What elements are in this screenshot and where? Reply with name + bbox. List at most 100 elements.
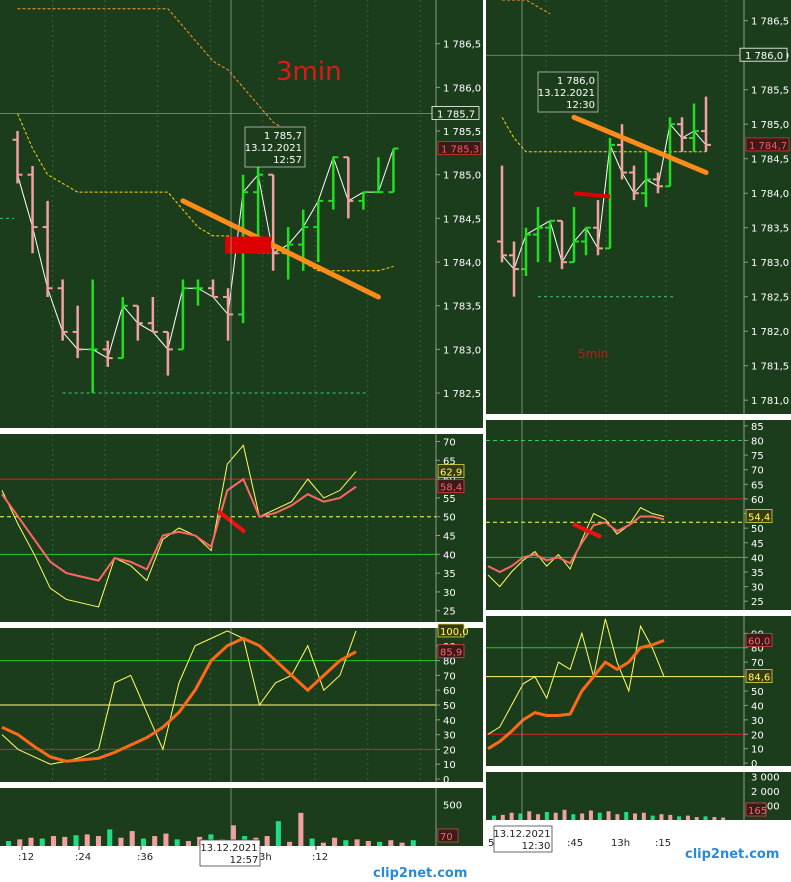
y-tick-label: 70 bbox=[443, 671, 456, 682]
volume-bar bbox=[509, 812, 514, 820]
slow-line bbox=[487, 515, 665, 574]
signal-marker bbox=[572, 522, 602, 539]
volume-bar bbox=[264, 836, 270, 846]
x-tooltip-date: 13.12.2021 bbox=[200, 843, 257, 854]
y-tick-label: 1 786,0 bbox=[443, 83, 481, 94]
volume-bar bbox=[163, 833, 169, 846]
y-tick-label: 25 bbox=[751, 597, 764, 608]
y-tick-label: 45 bbox=[443, 532, 456, 543]
right-rsi-bg bbox=[486, 420, 791, 610]
tooltip-box bbox=[537, 71, 599, 113]
y-tick-label: 0 bbox=[751, 759, 757, 770]
slow-value-box bbox=[745, 633, 773, 647]
volume-bar bbox=[95, 836, 102, 846]
y-tick-label: 80 bbox=[443, 657, 456, 668]
current-price-label: 1 785,3 bbox=[441, 144, 479, 155]
volume-bar bbox=[332, 837, 338, 846]
x-tooltip-box bbox=[493, 825, 553, 853]
volume-bar bbox=[343, 840, 349, 846]
slow-value-label: 58,4 bbox=[440, 483, 462, 494]
volume-bar bbox=[298, 812, 304, 846]
fast-value-box bbox=[437, 623, 465, 638]
x-tooltip-box bbox=[199, 839, 261, 867]
signal-marker bbox=[573, 191, 611, 199]
y-tick-label: 1 782,5 bbox=[751, 293, 789, 304]
right-stoch-bg bbox=[486, 616, 791, 766]
volume-bar bbox=[275, 821, 281, 846]
volume-bar bbox=[641, 812, 646, 820]
fast-value-label: 54,4 bbox=[748, 512, 770, 523]
slow-value-box bbox=[437, 479, 465, 494]
fast-value-box bbox=[745, 509, 773, 523]
watermark: clip2net.com bbox=[685, 847, 779, 862]
left-volume-series: 500 70 bbox=[6, 788, 462, 846]
right-volume-bg bbox=[486, 772, 791, 820]
y-tick-label: 1 783,5 bbox=[751, 224, 789, 235]
fast-value-box bbox=[437, 464, 465, 479]
signal-marker bbox=[216, 509, 247, 534]
left-price-axis: 1 786,5 1 786,0 1 785,5 1 785,0 1 784,5 1 784… bbox=[52, 0, 481, 428]
x-tooltip-time: 12:30 bbox=[522, 841, 551, 852]
x-tooltip-date: 13.12.2021 bbox=[493, 829, 550, 840]
volume-bar bbox=[39, 838, 45, 846]
fast-value-label: 84,6 bbox=[748, 673, 770, 684]
y-tick-label: 10 bbox=[751, 745, 764, 756]
y-tick-label: 65 bbox=[751, 480, 764, 491]
volume-bar bbox=[527, 811, 532, 820]
y-tick-label: 25 bbox=[443, 607, 456, 618]
x-tick-label: :12 bbox=[312, 852, 328, 863]
y-tick-label: 85 bbox=[751, 422, 764, 433]
volume-bar bbox=[492, 815, 496, 820]
lower-band-line bbox=[501, 117, 706, 153]
slow-value-label: 85,9 bbox=[440, 648, 462, 659]
volume-bar bbox=[107, 829, 113, 846]
volume-bar bbox=[553, 812, 558, 820]
volume-bar bbox=[668, 814, 673, 820]
volume-bar bbox=[650, 815, 655, 820]
timeframe-annotation: 5min bbox=[578, 347, 608, 361]
left-rsi-series: 62,9 58,4 bbox=[0, 434, 465, 622]
tooltip-time: 12:30 bbox=[566, 100, 595, 111]
volume-bar bbox=[354, 839, 360, 846]
fast-value-label: 100,0 bbox=[440, 627, 469, 638]
y-tick-label: 65 bbox=[443, 456, 456, 467]
trend-line bbox=[571, 114, 709, 175]
volume-bar bbox=[388, 840, 394, 846]
x-tick-label: :36 bbox=[137, 852, 153, 863]
y-tick-label: 75 bbox=[751, 451, 764, 462]
right-rsi-series: 54,4 bbox=[486, 420, 773, 610]
tooltip-date: 13.12.2021 bbox=[538, 88, 595, 99]
y-tick-label: 70 bbox=[751, 658, 764, 669]
volume-bar bbox=[606, 811, 611, 820]
tooltip-price: 1 785,7 bbox=[264, 131, 302, 142]
volume-bar bbox=[580, 813, 585, 820]
y-tick-label: 1 782,0 bbox=[751, 327, 789, 338]
y-tick-label: 1 784,5 bbox=[751, 155, 789, 166]
x-tick-label: :12 bbox=[18, 852, 34, 863]
signal-marker bbox=[225, 236, 272, 254]
y-tick-label: 2 000 bbox=[751, 787, 780, 798]
y-tick-label: 35 bbox=[751, 568, 764, 579]
volume-bar bbox=[230, 825, 236, 846]
y-tick-label: 55 bbox=[443, 494, 456, 505]
y-tick-label: 500 bbox=[443, 801, 462, 812]
slow-line bbox=[1, 636, 357, 763]
slow-value-box bbox=[437, 644, 465, 659]
tooltip-date: 13.12.2021 bbox=[245, 143, 302, 154]
y-tick-label: 1 785,5 bbox=[751, 86, 789, 97]
volume-bar bbox=[694, 817, 699, 820]
x-tick-label: 5 bbox=[488, 838, 494, 849]
left-volume-bg bbox=[0, 788, 483, 846]
y-tick-label: 30 bbox=[751, 583, 764, 594]
y-tick-label: 60 bbox=[751, 495, 764, 506]
volume-bar bbox=[703, 816, 708, 820]
volume-bar bbox=[62, 836, 68, 846]
y-tick-label: 1 785,5 bbox=[443, 127, 481, 138]
y-tick-label: 1 785,0 bbox=[751, 120, 789, 131]
y-tick-label: 1 784,5 bbox=[443, 214, 481, 225]
y-tick-label: 1 784,0 bbox=[443, 258, 481, 269]
volume-value-label: 165 bbox=[748, 806, 767, 817]
volume-bar bbox=[50, 836, 57, 846]
fast-line bbox=[1, 444, 357, 608]
